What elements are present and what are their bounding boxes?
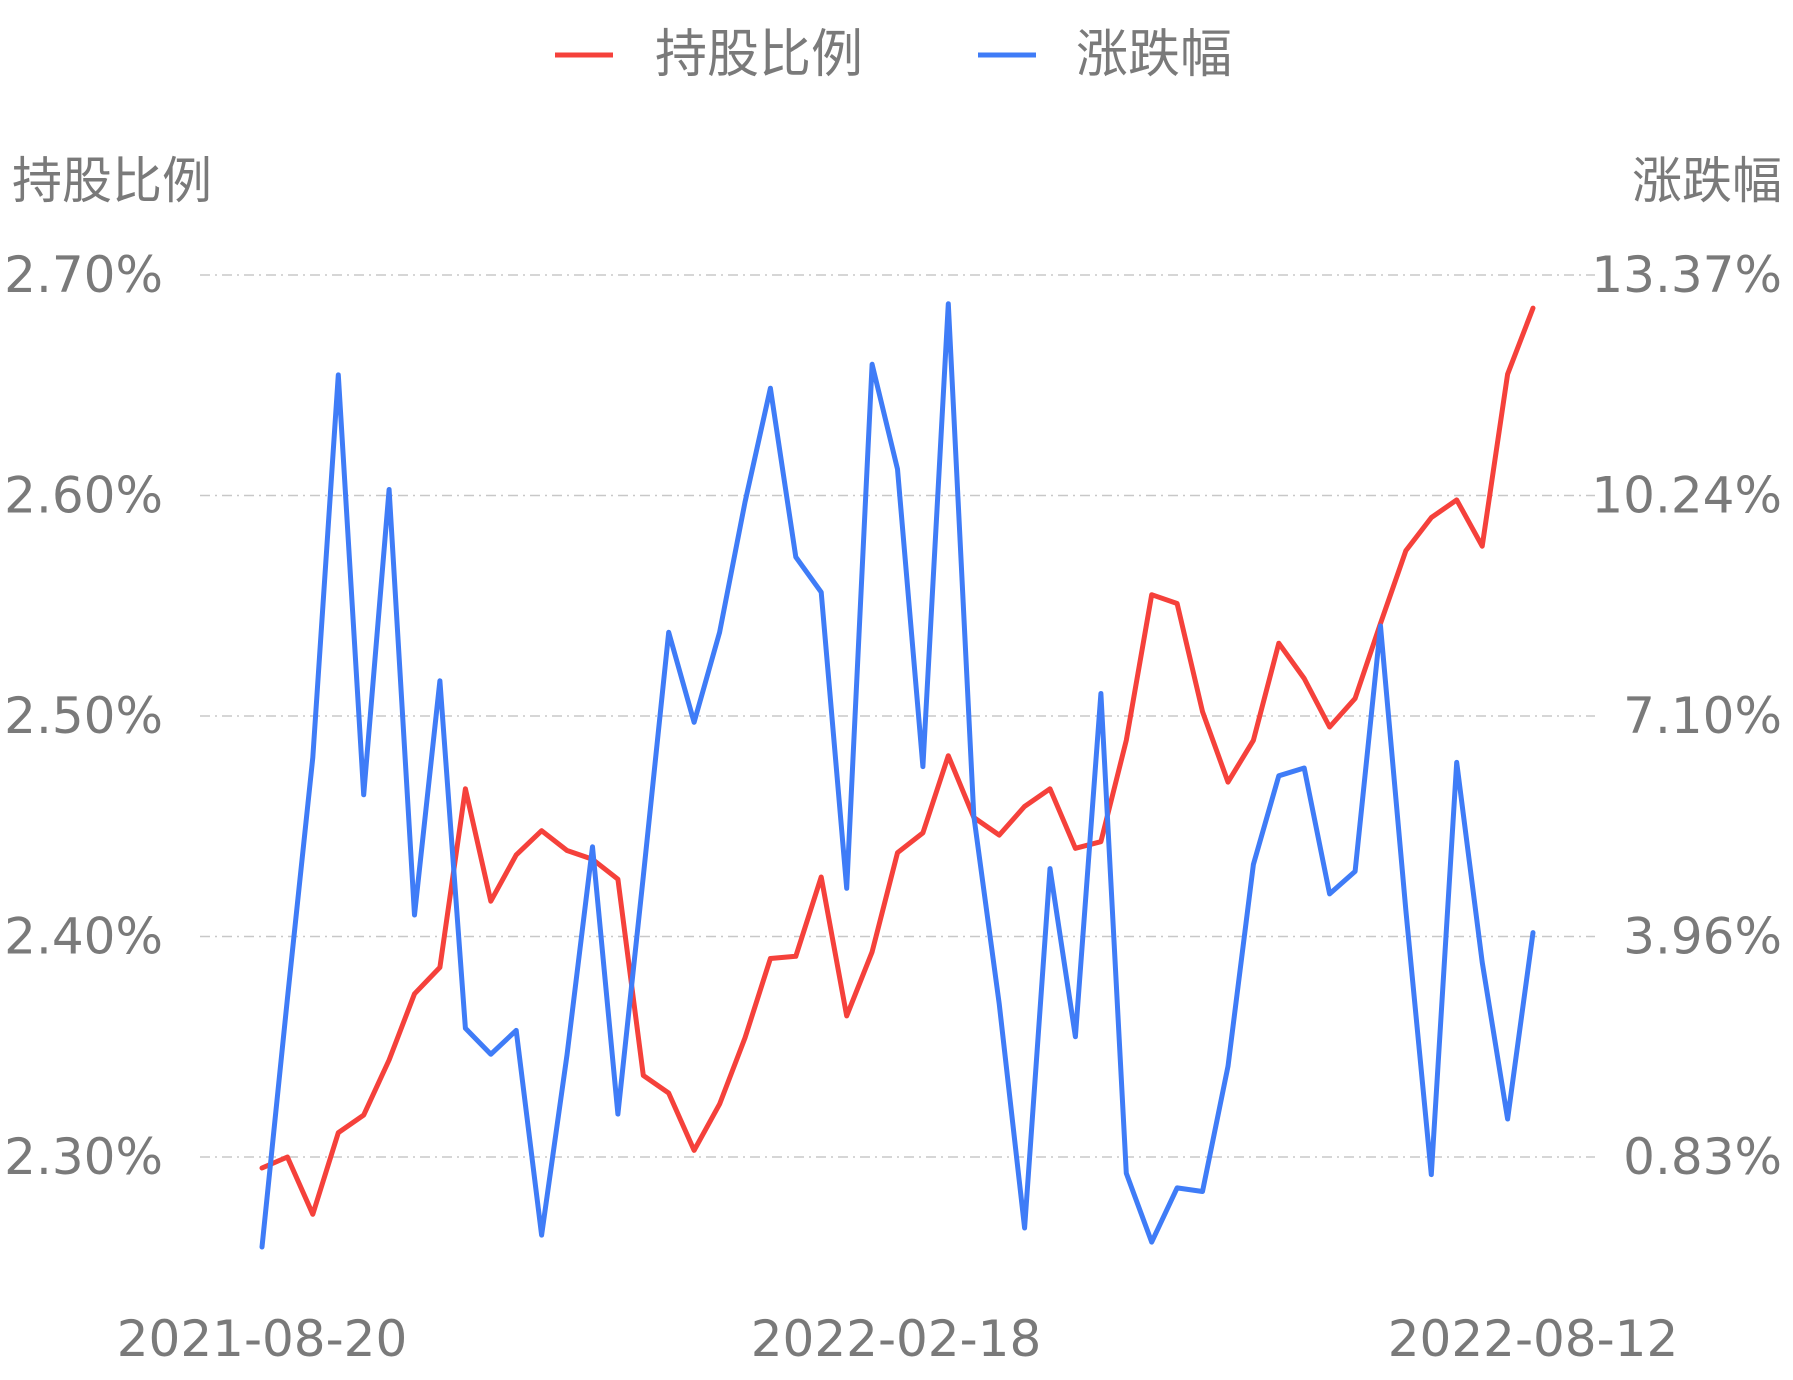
series-line-holding-ratio <box>259 305 1536 1217</box>
right-tick-label: 13.37% <box>1591 246 1782 304</box>
left-axis-ticks: 2.30% 2.40% 2.50% 2.60% 2.70% <box>4 246 163 1186</box>
legend-label-change-pct[interactable]: 涨跌幅 <box>1076 25 1232 85</box>
series-lines <box>259 301 1536 1250</box>
series-line-change-pct <box>259 301 1536 1250</box>
right-axis-ticks: 0.83% 3.96% 7.10% 10.24% 13.37% <box>1591 246 1782 1186</box>
right-tick-label: 7.10% <box>1623 687 1782 745</box>
right-tick-label: 3.96% <box>1623 908 1782 966</box>
left-tick-label: 2.60% <box>4 467 163 525</box>
left-tick-label: 2.40% <box>4 908 163 966</box>
grid-lines <box>200 274 1595 1158</box>
left-tick-label: 2.70% <box>4 246 163 304</box>
right-tick-label: 10.24% <box>1591 467 1782 525</box>
legend: 持股比例 涨跌幅 <box>555 25 1232 85</box>
x-tick-label: 2021-08-20 <box>117 1310 408 1368</box>
x-tick-label: 2022-08-12 <box>1388 1310 1679 1368</box>
legend-label-holding-ratio[interactable]: 持股比例 <box>655 25 863 85</box>
left-axis-title: 持股比例 <box>12 152 212 210</box>
right-tick-label: 0.83% <box>1623 1128 1782 1186</box>
left-tick-label: 2.50% <box>4 687 163 745</box>
x-axis-ticks: 2021-08-20 2022-02-18 2022-08-12 <box>117 1310 1679 1368</box>
left-tick-label: 2.30% <box>4 1128 163 1186</box>
right-axis-title: 涨跌幅 <box>1632 152 1782 210</box>
x-tick-label: 2022-02-18 <box>751 1310 1042 1368</box>
